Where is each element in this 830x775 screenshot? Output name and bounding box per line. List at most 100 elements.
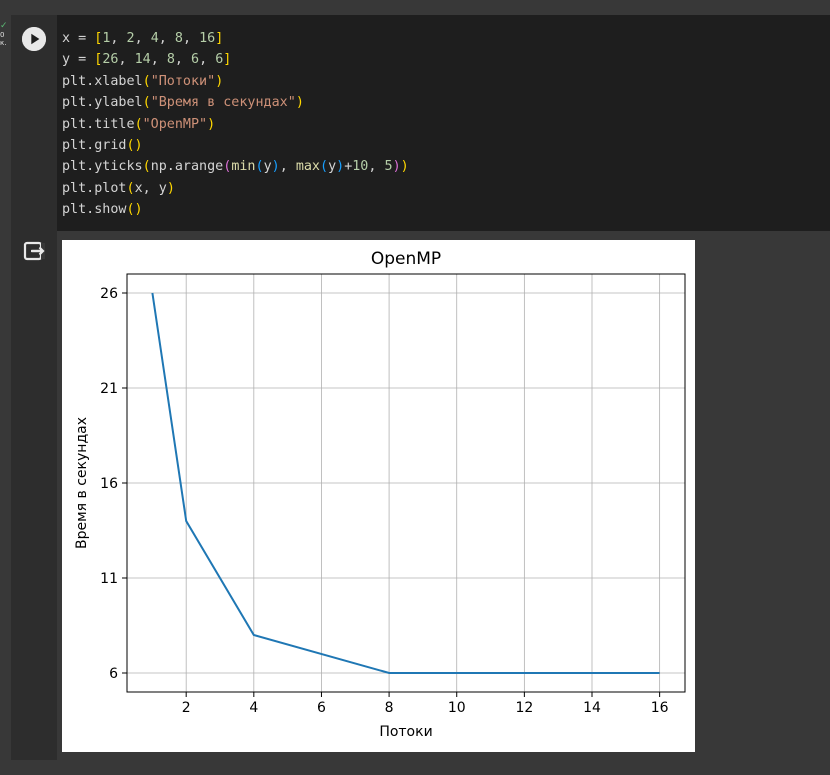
code-token: x = bbox=[62, 31, 95, 46]
code-token: plt.show bbox=[62, 202, 127, 218]
x-tick-label: 12 bbox=[515, 700, 533, 716]
code-token: 6 bbox=[215, 52, 224, 68]
output-toggle-icon bbox=[23, 241, 46, 261]
code-token: ( bbox=[142, 73, 151, 89]
code-text[interactable]: x = [1, 2, 4, 8, 16] y = [26, 14, 8, 6, 6… bbox=[62, 28, 409, 221]
code-token: ) bbox=[392, 159, 401, 175]
code-token: 26 bbox=[102, 52, 119, 68]
code-token: () bbox=[126, 202, 143, 218]
code-token: 8 bbox=[166, 52, 175, 68]
chart-title: OpenMP bbox=[371, 249, 441, 269]
x-tick-label: 4 bbox=[249, 700, 258, 716]
code-line[interactable]: plt.grid() bbox=[62, 135, 409, 156]
run-cell-button[interactable] bbox=[22, 27, 46, 51]
x-tick-label: 2 bbox=[182, 700, 191, 716]
x-tick-label: 16 bbox=[651, 700, 669, 716]
code-token: 14 bbox=[134, 52, 151, 68]
code-token: , bbox=[174, 52, 191, 68]
x-axis-label: Потоки bbox=[379, 724, 432, 740]
code-token: max bbox=[295, 159, 320, 175]
code-token: , bbox=[279, 159, 296, 175]
output-toggle-button[interactable] bbox=[23, 240, 46, 262]
code-token: ) bbox=[207, 116, 216, 132]
x-tick-label: 6 bbox=[317, 700, 326, 716]
code-token: 10 bbox=[352, 159, 369, 175]
x-tick-label: 14 bbox=[583, 700, 601, 716]
code-token: ) bbox=[295, 95, 304, 111]
code-token: plt.xlabel bbox=[62, 73, 143, 89]
code-token: plt.grid bbox=[62, 137, 127, 153]
code-token: , bbox=[134, 31, 151, 46]
code-token: ( bbox=[223, 159, 232, 175]
x-tick-label: 10 bbox=[448, 700, 466, 716]
code-token: ] bbox=[223, 52, 232, 68]
code-editor[interactable] bbox=[57, 15, 830, 231]
cell-gutter bbox=[0, 15, 11, 760]
code-token: + bbox=[344, 159, 353, 175]
code-token: , bbox=[158, 31, 175, 46]
code-line[interactable]: plt.plot(x, y) bbox=[62, 178, 409, 199]
y-tick-label: 21 bbox=[100, 381, 118, 397]
code-token: ( bbox=[142, 95, 151, 111]
code-token: "Потоки" bbox=[150, 73, 216, 89]
code-token: "Время в секундах" bbox=[150, 95, 296, 111]
code-token: ( bbox=[142, 159, 151, 175]
code-line[interactable]: plt.show() bbox=[62, 199, 409, 220]
status-time: 0 bbox=[0, 31, 5, 39]
code-token: np.arange bbox=[150, 159, 224, 175]
code-token: 6 bbox=[191, 52, 200, 68]
y-axis-label: Время в секундах bbox=[74, 417, 90, 549]
status-check: ✓ bbox=[0, 22, 8, 31]
code-line[interactable]: plt.xlabel("Потоки") bbox=[62, 71, 409, 92]
code-token: ] bbox=[215, 31, 224, 46]
plot-figure: 2 4 6 8 10 12 14 16 6 11 16 21 26 OpenMP Потоки Вре… bbox=[62, 240, 695, 752]
code-token: 1 bbox=[102, 31, 111, 46]
code-line[interactable]: x = [1, 2, 4, 8, 16] bbox=[62, 28, 409, 49]
y-tick-label: 6 bbox=[109, 666, 118, 682]
code-token: ) bbox=[336, 159, 345, 175]
code-token: 16 bbox=[199, 31, 216, 46]
code-line[interactable]: plt.title("OpenMP") bbox=[62, 114, 409, 135]
code-token: 2 bbox=[126, 31, 135, 46]
y-tick-label: 16 bbox=[100, 476, 118, 492]
x-tick-label: 8 bbox=[385, 700, 394, 716]
execution-status: ✓ 0 к. bbox=[0, 22, 11, 47]
code-token: plt.title bbox=[62, 116, 135, 132]
code-token: y bbox=[328, 159, 337, 175]
line-chart: 2 4 6 8 10 12 14 16 6 11 16 21 26 OpenMP Потоки Вре… bbox=[74, 249, 686, 740]
code-token: , bbox=[150, 52, 167, 68]
code-token: plt.plot bbox=[62, 180, 127, 196]
code-token: x, y bbox=[134, 180, 167, 196]
code-token: , bbox=[182, 31, 200, 46]
code-token: y = bbox=[62, 52, 95, 68]
series-line bbox=[151, 292, 660, 674]
y-tick-label: 11 bbox=[100, 571, 118, 587]
code-token: ) bbox=[400, 159, 409, 175]
code-token: , bbox=[199, 52, 216, 68]
code-line[interactable]: y = [26, 14, 8, 6, 6] bbox=[62, 49, 409, 70]
code-token: () bbox=[126, 137, 143, 153]
code-token: ( bbox=[126, 180, 135, 196]
code-token: [ bbox=[94, 31, 103, 46]
top-bar bbox=[0, 0, 830, 15]
code-token: 8 bbox=[174, 31, 183, 46]
status-unit: к. bbox=[0, 39, 7, 47]
code-token: ( bbox=[255, 159, 264, 175]
code-token: 5 bbox=[384, 159, 393, 175]
x-axis-ticks: 2 4 6 8 10 12 14 16 bbox=[182, 692, 669, 716]
code-token: ( bbox=[320, 159, 329, 175]
code-line[interactable]: plt.ylabel("Время в секундах") bbox=[62, 92, 409, 113]
code-token: ) bbox=[166, 180, 175, 196]
code-token: [ bbox=[94, 52, 103, 68]
code-token: min bbox=[231, 159, 256, 175]
code-token: "OpenMP" bbox=[142, 116, 208, 132]
bottom-strip bbox=[0, 760, 830, 775]
code-token: plt.ylabel bbox=[62, 95, 143, 111]
code-token: , bbox=[118, 52, 135, 68]
code-token: ( bbox=[134, 116, 143, 132]
cell-toolbar-left bbox=[11, 15, 57, 760]
code-token: ) bbox=[271, 159, 280, 175]
code-token: 4 bbox=[150, 31, 159, 46]
code-line[interactable]: plt.yticks(np.arange(min(y), max(y)+10, … bbox=[62, 156, 409, 177]
